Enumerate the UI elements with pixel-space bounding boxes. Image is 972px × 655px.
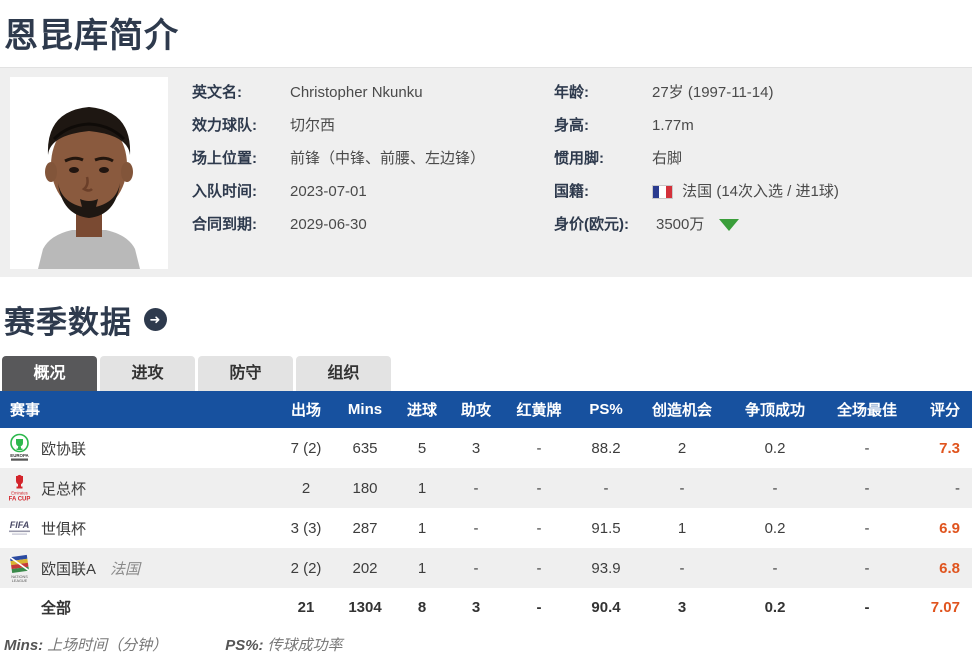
field-age: 年龄: 27岁 (1997-11-14) — [554, 81, 962, 104]
svg-text:Emirates: Emirates — [11, 491, 28, 496]
field-value: 前锋（中锋、前腰、左边锋） — [290, 150, 486, 167]
field-value: 3500万 — [656, 213, 739, 236]
profile-fields-right: 年龄: 27岁 (1997-11-14) 身高: 1.77m 惯用脚: 右脚 国… — [540, 77, 962, 268]
col-goals: 进球 — [394, 391, 450, 428]
field-nationality: 国籍: 法国 (14次入选 / 进1球) — [554, 180, 962, 203]
field-value: 切尔西 — [290, 117, 336, 134]
field-value: 1.77m — [652, 117, 694, 134]
player-photo — [10, 77, 168, 269]
field-position: 场上位置: 前锋（中锋、前腰、左边锋） — [192, 147, 540, 170]
value-trend-down-icon — [718, 219, 739, 231]
tab-organize[interactable]: 组织 — [296, 356, 391, 391]
svg-text:NATIONS: NATIONS — [11, 575, 28, 579]
svg-text:EUROPA: EUROPA — [10, 453, 29, 458]
table-row-conference-league[interactable]: EUROPA 欧协联 7 (2) 635 5 3 - 88.2 2 0.2 - … — [0, 428, 972, 468]
page-title: 恩昆库简介 — [4, 17, 179, 55]
col-chances: 创造机会 — [636, 391, 728, 428]
col-mins: Mins — [336, 391, 394, 428]
fa-cup-icon: Emirates FA CUP — [6, 473, 33, 503]
table-header-row: 赛事 出场 Mins 进球 助攻 红黄牌 PS% 创造机会 争顶成功 全场最佳 … — [0, 391, 972, 428]
field-label: 年龄: — [554, 84, 589, 101]
season-tabs: 概况 进攻 防守 组织 — [0, 356, 972, 391]
rating-value: 7.07 — [912, 588, 972, 626]
field-label: 英文名: — [192, 84, 242, 101]
field-label: 效力球队: — [192, 117, 257, 134]
footnote-ps: PS%: 传球成功率 — [225, 634, 342, 655]
col-competition: 赛事 — [0, 391, 276, 428]
field-label: 国籍: — [554, 183, 589, 200]
col-rating: 评分 — [912, 391, 972, 428]
competition-name: 欧国联A — [41, 560, 97, 578]
player-profile-panel: 英文名: Christopher Nkunku 效力球队: 切尔西 场上位置: … — [0, 67, 972, 277]
svg-text:FIFA: FIFA — [10, 520, 30, 530]
player-headshot-image — [10, 77, 168, 269]
season-data-heading: 赛季数据 ➜ — [0, 277, 972, 356]
uefa-nations-league-icon: NATIONS LEAGUE — [6, 553, 33, 583]
season-data-title: 赛季数据 — [4, 305, 132, 340]
total-label: 全部 — [0, 588, 276, 626]
field-market-value: 身价(欧元): 3500万 — [554, 213, 962, 236]
nationality-text: 法国 (14次入选 / 进1球) — [682, 183, 839, 200]
col-motm: 全场最佳 — [822, 391, 912, 428]
field-preferred-foot: 惯用脚: 右脚 — [554, 147, 962, 170]
table-row-nations-league[interactable]: NATIONS LEAGUE 欧国联A 法国 2 (2) 202 1 - - 9… — [0, 548, 972, 588]
europa-conference-league-icon: EUROPA — [6, 433, 33, 463]
field-value: 2029-06-30 — [290, 216, 367, 233]
field-label: 入队时间: — [192, 183, 257, 200]
col-assists: 助攻 — [450, 391, 502, 428]
svg-text:LEAGUE: LEAGUE — [12, 579, 28, 583]
table-footnotes: Mins: 上场时间（分钟） PS%: 传球成功率 — [0, 626, 972, 655]
season-data-link-arrow-icon[interactable]: ➜ — [144, 308, 167, 331]
field-label: 惯用脚: — [554, 150, 604, 167]
table-row-total: 全部 21 1304 8 3 - 90.4 3 0.2 - 7.07 — [0, 588, 972, 626]
field-value: 右脚 — [652, 150, 683, 167]
svg-text:FA CUP: FA CUP — [9, 497, 31, 503]
rating-value: 6.8 — [912, 548, 972, 588]
tab-attack[interactable]: 进攻 — [100, 356, 195, 391]
field-label: 合同到期: — [192, 216, 257, 233]
field-value: 法国 (14次入选 / 进1球) — [652, 180, 839, 203]
tab-overview[interactable]: 概况 — [2, 356, 97, 391]
field-joined: 入队时间: 2023-07-01 — [192, 180, 540, 203]
field-value: 27岁 (1997-11-14) — [652, 84, 774, 101]
col-aerials: 争顶成功 — [728, 391, 822, 428]
competition-name: 足总杯 — [41, 480, 87, 498]
field-height: 身高: 1.77m — [554, 114, 962, 137]
col-pass-success: PS% — [576, 391, 636, 428]
rating-value: 6.9 — [939, 519, 960, 537]
competition-name: 世俱杯 — [41, 520, 87, 538]
fifa-club-world-cup-icon: FIFA — [6, 513, 33, 543]
field-club: 效力球队: 切尔西 — [192, 114, 540, 137]
field-label: 身高: — [554, 117, 589, 134]
table-row-club-world-cup[interactable]: FIFA 世俱杯 3 (3) 287 1 - - 91.5 1 0.2 - 6.… — [0, 508, 972, 548]
field-value: 2023-07-01 — [290, 183, 367, 200]
market-value-text: 3500万 — [656, 216, 705, 233]
col-cards: 红黄牌 — [502, 391, 576, 428]
footnote-mins: Mins: 上场时间（分钟） — [4, 634, 167, 655]
col-appearances: 出场 — [276, 391, 336, 428]
rating-value: 7.3 — [939, 439, 960, 457]
field-value: Christopher Nkunku — [290, 84, 423, 101]
field-label: 身价(欧元): — [554, 216, 629, 233]
season-stats-table: 赛事 出场 Mins 进球 助攻 红黄牌 PS% 创造机会 争顶成功 全场最佳 … — [0, 391, 972, 626]
table-row-fa-cup[interactable]: Emirates FA CUP 足总杯 2 180 1 - - - - - - … — [0, 468, 972, 508]
rating-value: - — [912, 468, 972, 508]
field-english-name: 英文名: Christopher Nkunku — [192, 81, 540, 104]
competition-note: 法国 — [110, 560, 141, 578]
field-label: 场上位置: — [192, 150, 257, 167]
field-contract-until: 合同到期: 2029-06-30 — [192, 213, 540, 236]
profile-fields-left: 英文名: Christopher Nkunku 效力球队: 切尔西 场上位置: … — [168, 77, 540, 268]
tab-defense[interactable]: 防守 — [198, 356, 293, 391]
france-flag-icon — [652, 185, 673, 199]
competition-name: 欧协联 — [41, 440, 87, 458]
